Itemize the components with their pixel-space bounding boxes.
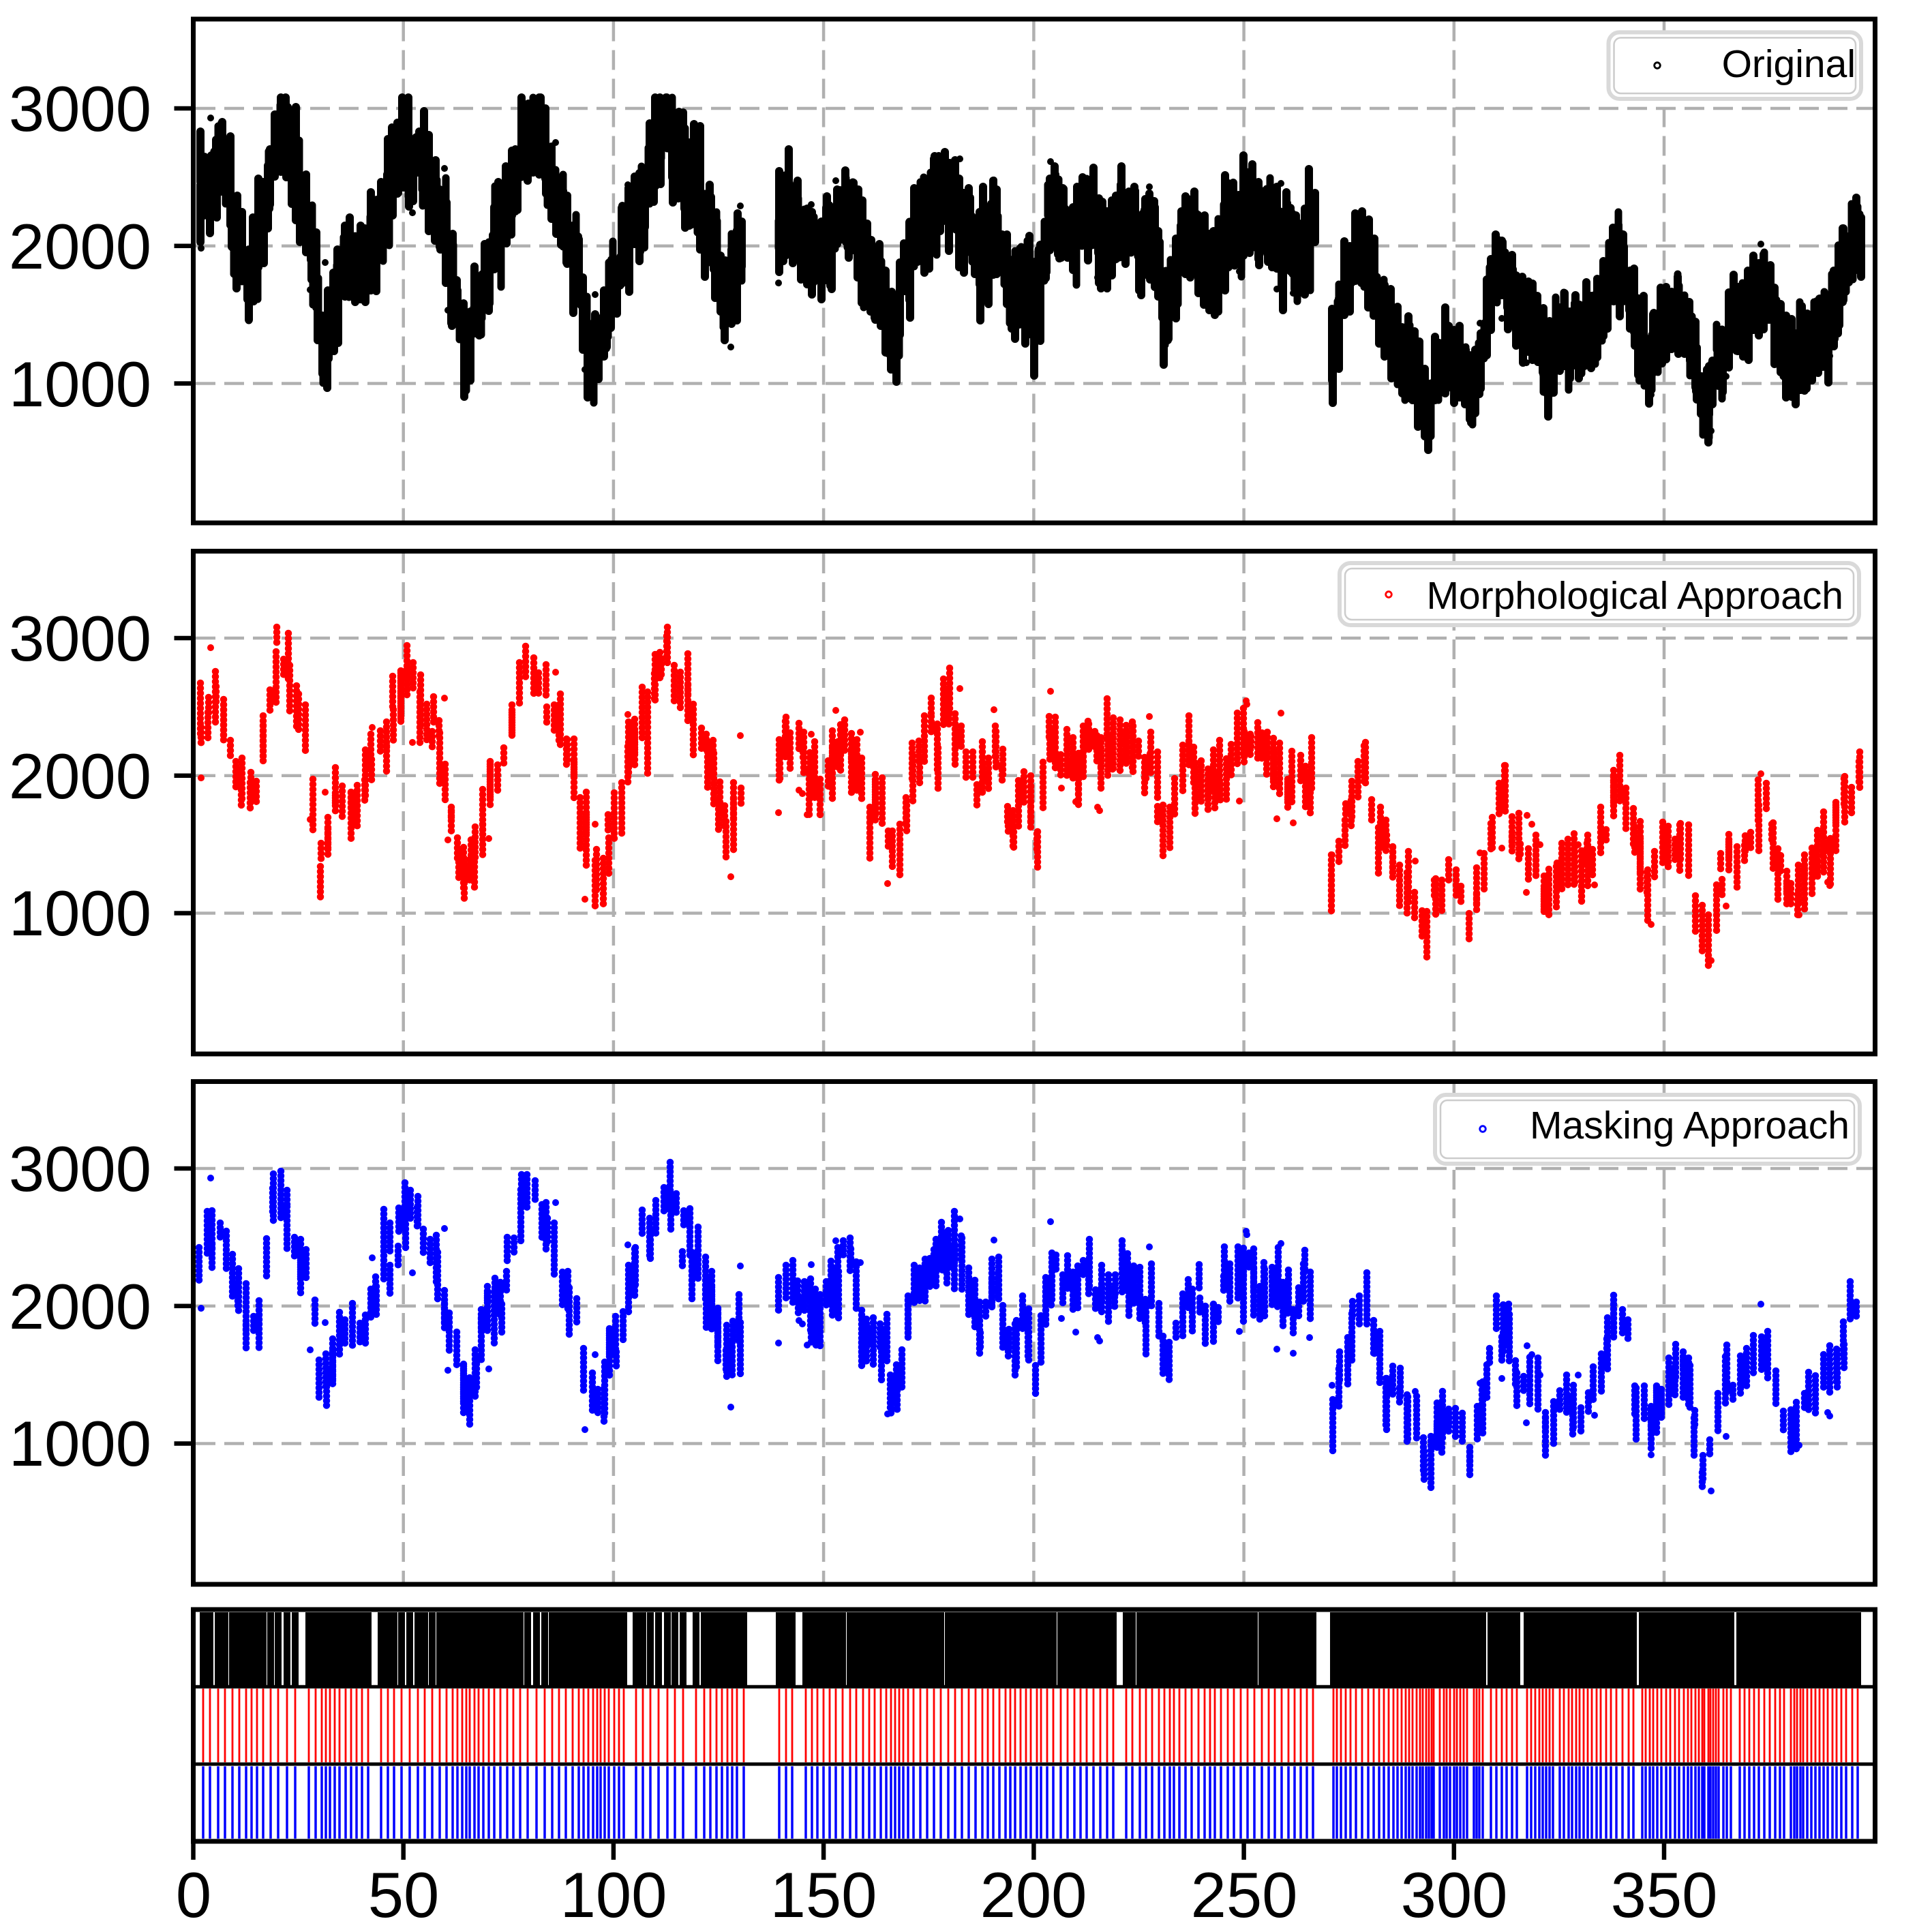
svg-text:2000: 2000 [9,1271,151,1342]
svg-text:50: 50 [368,1859,440,1931]
svg-text:300: 300 [1401,1859,1508,1931]
svg-text:Original: Original [1722,42,1856,86]
svg-text:3000: 3000 [9,1133,151,1205]
svg-text:1000: 1000 [9,877,151,949]
svg-text:3000: 3000 [9,603,151,674]
svg-text:350: 350 [1611,1859,1718,1931]
svg-text:250: 250 [1191,1859,1298,1931]
svg-text:2000: 2000 [9,740,151,812]
svg-text:150: 150 [770,1859,877,1931]
svg-text:1000: 1000 [9,348,151,420]
svg-text:Masking Approach: Masking Approach [1530,1104,1850,1147]
svg-text:100: 100 [560,1859,667,1931]
svg-text:1000: 1000 [9,1408,151,1479]
svg-text:2000: 2000 [9,211,151,282]
svg-text:0: 0 [176,1859,211,1931]
svg-text:200: 200 [980,1859,1087,1931]
svg-text:Morphological Approach: Morphological Approach [1426,574,1843,618]
svg-text:3000: 3000 [9,73,151,145]
